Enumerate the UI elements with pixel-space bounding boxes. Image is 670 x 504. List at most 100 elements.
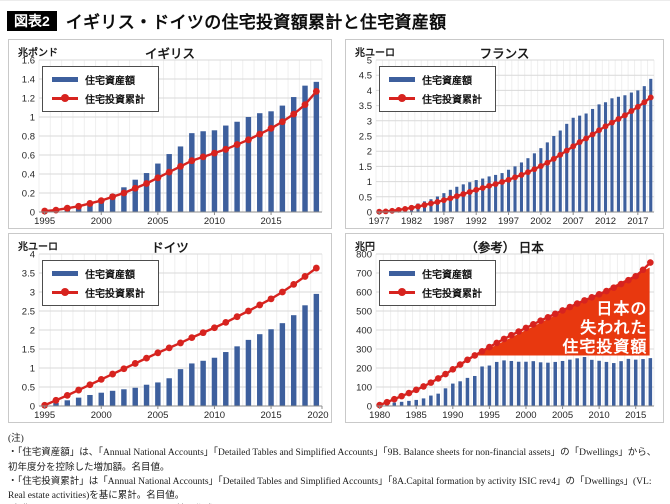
svg-text:0: 0 [367, 208, 372, 219]
legend: 住宅資産額 住宅投資累計 [379, 260, 496, 306]
legend-label: 住宅資産額 [85, 270, 135, 281]
chart-panel-germany: 0 0.5 1 1.5 2 2.5 3 3.5 4 1995 2000 2005 2010 2015 202… [8, 233, 332, 423]
svg-text:1: 1 [30, 113, 35, 124]
svg-text:1995: 1995 [34, 410, 55, 421]
bar-swatch-icon [389, 77, 415, 82]
svg-text:2000: 2000 [91, 216, 112, 227]
y-axis-unit-label: 兆円 [355, 242, 375, 253]
svg-text:3: 3 [367, 116, 372, 127]
legend: 住宅資産額 住宅投資累計 [42, 66, 159, 112]
chart-panel-japan: 0 100 200 300 400 500 600 700 800 1980 1985 1990 199… [345, 233, 664, 423]
svg-text:600: 600 [356, 288, 372, 299]
legend-item-assets: 住宅資産額 [52, 266, 145, 281]
header: 図表2 イギリス・ドイツの住宅投資額累計と住宅資産額 [0, 1, 670, 33]
y-axis-unit-label: 兆ユーロ [18, 242, 58, 253]
legend-item-assets: 住宅資産額 [389, 72, 482, 87]
svg-text:1: 1 [30, 364, 35, 375]
svg-text:0.2: 0.2 [22, 189, 35, 200]
svg-text:0.5: 0.5 [22, 383, 35, 394]
svg-text:2010: 2010 [204, 216, 225, 227]
svg-text:1995: 1995 [34, 216, 55, 227]
svg-text:2005: 2005 [552, 410, 573, 421]
svg-text:2015: 2015 [625, 410, 646, 421]
legend-label: 住宅資産額 [422, 270, 472, 281]
chart-title: イギリス [144, 47, 195, 61]
bar-swatch-icon [389, 271, 415, 276]
lost-investment-annotation: 日本の 失われた 住宅投資額 [562, 300, 648, 356]
legend-item-investment: 住宅投資累計 [389, 91, 482, 106]
svg-text:1997: 1997 [498, 216, 519, 227]
svg-text:1: 1 [367, 177, 372, 188]
svg-text:1985: 1985 [406, 410, 427, 421]
chart-title: フランス [479, 47, 530, 61]
chart-canvas: 0 0.5 1 1.5 2 2.5 3 3.5 4 1995 2000 2005 2010 2015 202… [22, 250, 329, 422]
figure-number-badge: 図表2 [7, 10, 57, 31]
chart-grid: 0 0.2 0.4 0.6 0.8 1 1.2 1.4 1.6 1995 2000 2005 2010 2… [8, 39, 670, 423]
legend-item-investment: 住宅投資累計 [52, 91, 145, 106]
chart-panel-uk: 0 0.2 0.4 0.6 0.8 1 1.2 1.4 1.6 1995 2000 2005 2010 2… [8, 39, 332, 229]
legend-item-assets: 住宅資産額 [389, 266, 482, 281]
svg-text:0.5: 0.5 [359, 192, 372, 203]
svg-text:3: 3 [30, 288, 35, 299]
svg-text:1982: 1982 [401, 216, 422, 227]
svg-text:1990: 1990 [442, 410, 463, 421]
svg-text:2000: 2000 [515, 410, 536, 421]
legend-label: 住宅投資累計 [422, 95, 482, 106]
note-line: ・「住宅投資累計」は「Annual National Accounts」「Det… [8, 476, 652, 501]
svg-text:0: 0 [30, 402, 35, 413]
bar-swatch-icon [52, 77, 78, 82]
svg-text:0: 0 [367, 402, 372, 413]
legend: 住宅資産額 住宅投資累計 [379, 66, 496, 112]
svg-text:400: 400 [356, 326, 372, 337]
svg-text:2005: 2005 [147, 216, 168, 227]
page-title: イギリス・ドイツの住宅投資額累計と住宅資産額 [65, 13, 447, 32]
legend: 住宅資産額 住宅投資累計 [42, 260, 159, 306]
y-axis-unit-label: 兆ポンド [18, 48, 58, 59]
svg-text:2010: 2010 [589, 410, 610, 421]
svg-text:4: 4 [367, 86, 372, 97]
legend-label: 住宅資産額 [85, 76, 135, 87]
note-line: ・「住宅資産額」は、「Annual National Accounts」「Det… [8, 448, 657, 473]
svg-text:1.4: 1.4 [22, 75, 35, 86]
svg-text:1977: 1977 [369, 216, 390, 227]
dot-icon [398, 288, 406, 297]
note-label: (注) [8, 434, 24, 444]
footnotes: (注) ・「住宅資産額」は、「Annual National Accounts」… [8, 432, 664, 504]
svg-text:2015: 2015 [260, 410, 281, 421]
svg-text:2015: 2015 [260, 216, 281, 227]
svg-text:800: 800 [356, 250, 372, 261]
chart-title: （参考） 日本 [465, 241, 544, 255]
germany-plot-area: 0 0.5 1 1.5 2 2.5 3 3.5 4 1995 2000 2005 2010 2015 202… [9, 234, 331, 422]
svg-text:2.5: 2.5 [359, 132, 372, 143]
svg-text:4.5: 4.5 [359, 71, 372, 82]
dot-icon [398, 94, 406, 103]
svg-text:2007: 2007 [563, 216, 584, 227]
svg-text:2012: 2012 [595, 216, 616, 227]
svg-text:1980: 1980 [369, 410, 390, 421]
svg-text:200: 200 [356, 364, 372, 375]
svg-text:1992: 1992 [466, 216, 487, 227]
legend-item-assets: 住宅資産額 [52, 72, 145, 87]
legend-item-investment: 住宅投資累計 [389, 285, 482, 300]
svg-text:2002: 2002 [530, 216, 551, 227]
svg-text:300: 300 [356, 345, 372, 356]
svg-text:2.5: 2.5 [22, 307, 35, 318]
svg-text:2020: 2020 [307, 410, 328, 421]
svg-text:2000: 2000 [91, 410, 112, 421]
svg-text:500: 500 [356, 307, 372, 318]
legend-label: 住宅資産額 [422, 76, 472, 87]
svg-text:2017: 2017 [627, 216, 648, 227]
svg-text:1.5: 1.5 [359, 162, 372, 173]
svg-text:1995: 1995 [479, 410, 500, 421]
svg-text:1.6: 1.6 [22, 56, 35, 67]
line-swatch-icon [52, 94, 78, 103]
legend-label: 住宅投資累計 [85, 95, 145, 106]
svg-text:5: 5 [367, 56, 372, 67]
svg-text:2: 2 [30, 326, 35, 337]
svg-text:3.5: 3.5 [22, 269, 35, 280]
svg-text:0.4: 0.4 [22, 170, 35, 181]
svg-text:0: 0 [30, 208, 35, 219]
legend-label: 住宅投資累計 [85, 289, 145, 300]
svg-text:4: 4 [30, 250, 35, 261]
